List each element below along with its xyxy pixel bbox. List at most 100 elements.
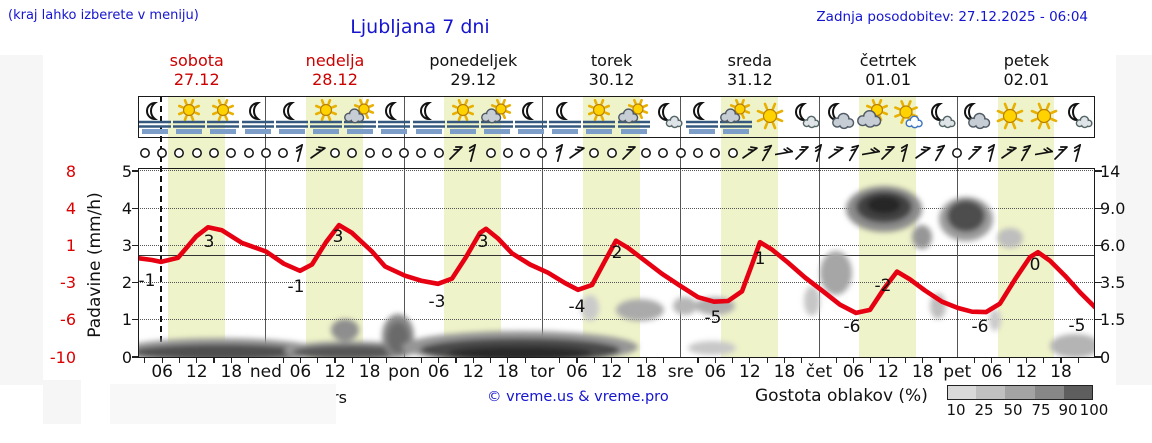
day-separator-line	[403, 96, 405, 358]
time-label: 18	[635, 361, 657, 382]
curve-temp-label: -5	[1068, 316, 1086, 336]
time-tick	[368, 357, 371, 363]
legend-panel	[110, 384, 336, 424]
time-tick	[714, 357, 716, 363]
wind-barb-icon	[620, 144, 638, 162]
temperature-tick-label: 1	[65, 235, 76, 255]
time-tick	[628, 357, 630, 363]
density-scale-segment	[1063, 384, 1093, 400]
moon-cloud-small-icon	[650, 99, 686, 135]
wind-barb-icon	[758, 144, 776, 162]
wind-barb-icon	[309, 144, 327, 162]
sun-icon	[752, 99, 788, 135]
calm-wind-icon	[654, 144, 672, 162]
gridline	[138, 244, 1095, 246]
time-tick	[299, 357, 302, 363]
cloud-height-tick-label: 6.0	[1100, 235, 1126, 255]
calm-wind-icon	[361, 144, 379, 162]
time-label: 12	[877, 361, 899, 382]
day-name: ponedeljek	[429, 51, 518, 70]
gridline	[138, 170, 1095, 172]
time-tick	[662, 357, 665, 363]
wind-barb-icon	[827, 144, 845, 162]
day-separator-line	[818, 96, 820, 358]
curve-temp-label: -3	[428, 292, 446, 312]
copyright-link[interactable]: © vreme.us & vreme.pro	[487, 389, 669, 405]
time-tick	[489, 357, 492, 363]
sun-fog-icon	[205, 99, 241, 135]
cloud-height-tick-label: 14	[1100, 161, 1121, 181]
moon-fog-icon	[137, 99, 173, 135]
time-tick	[524, 357, 526, 363]
time-label: 18	[358, 361, 381, 382]
time-label: sre	[667, 361, 694, 382]
wind-barb-icon	[1052, 144, 1070, 162]
freezing-line	[138, 254, 1095, 256]
calm-wind-icon	[533, 144, 551, 162]
time-tick	[196, 357, 198, 363]
calm-wind-icon	[257, 144, 275, 162]
day-name: sobota	[169, 51, 224, 70]
wind-barb-icon	[983, 144, 1001, 162]
curve-temp-label: 2	[611, 243, 623, 263]
curve-temp-label: -4	[568, 297, 586, 317]
calm-wind-icon	[170, 144, 188, 162]
moon-fog-icon	[376, 99, 412, 135]
time-label: 06	[151, 361, 173, 382]
calm-wind-icon	[153, 144, 171, 162]
time-tick	[1025, 357, 1027, 363]
moon-fog-icon	[411, 99, 447, 135]
day-name: torek	[590, 51, 633, 70]
precipitation-tick-label: 3	[121, 235, 132, 255]
sun-icon	[992, 99, 1028, 135]
precipitation-tick-label: 4	[121, 198, 132, 218]
day-name: petek	[1003, 51, 1050, 70]
time-label: pon	[388, 361, 421, 382]
time-tick	[247, 357, 250, 363]
sun-cloud-fog-icon	[718, 99, 754, 135]
temperature-tick-label: 4	[65, 198, 76, 218]
calm-wind-icon	[326, 144, 344, 162]
calm-wind-icon	[499, 144, 517, 162]
time-label: 12	[600, 361, 623, 382]
left-axis-tick	[131, 170, 138, 172]
time-tick	[904, 357, 907, 363]
day-date: 27.12	[173, 70, 220, 89]
calm-wind-icon	[482, 144, 500, 162]
density-scale-tick-label: 90	[1058, 401, 1078, 419]
time-tick	[697, 357, 699, 363]
curve-temp-label: 3	[332, 227, 344, 247]
curve-temp-label: -6	[843, 317, 861, 337]
time-tick	[593, 357, 595, 363]
precipitation-tick-label: 2	[121, 273, 132, 293]
precipitation-tick-label: 5	[121, 161, 132, 181]
time-label: 06	[842, 361, 865, 382]
time-tick	[783, 357, 786, 363]
left-axis-tick	[131, 319, 138, 321]
time-tick	[230, 357, 232, 363]
temperature-tick-label: 8	[65, 161, 76, 181]
wind-barb-icon	[861, 144, 880, 162]
density-scale-segment	[1034, 384, 1064, 400]
calm-wind-icon	[205, 144, 223, 162]
sun-fog-icon	[581, 99, 617, 135]
current-time-line	[160, 96, 162, 358]
density-scale-segment	[1005, 384, 1035, 400]
time-tick	[645, 357, 647, 363]
wind-barb-icon	[810, 144, 828, 162]
time-label: 12	[185, 361, 208, 382]
time-tick	[1043, 357, 1045, 363]
time-tick	[801, 357, 803, 363]
time-tick	[213, 357, 215, 363]
bg-strip	[0, 55, 43, 385]
time-label: tor	[530, 361, 555, 382]
moon-cloud-icon	[957, 99, 993, 135]
bg-strip	[43, 380, 81, 424]
day-date: 30.12	[588, 70, 635, 89]
temperature-tick-label: -6	[60, 310, 76, 330]
last-update-text: Zadnja posodobitev: 27.12.2025 - 06:04	[816, 9, 1088, 25]
time-tick	[870, 357, 872, 363]
curve-temp-label: -1	[138, 271, 156, 291]
moon-fog-icon	[547, 99, 583, 135]
